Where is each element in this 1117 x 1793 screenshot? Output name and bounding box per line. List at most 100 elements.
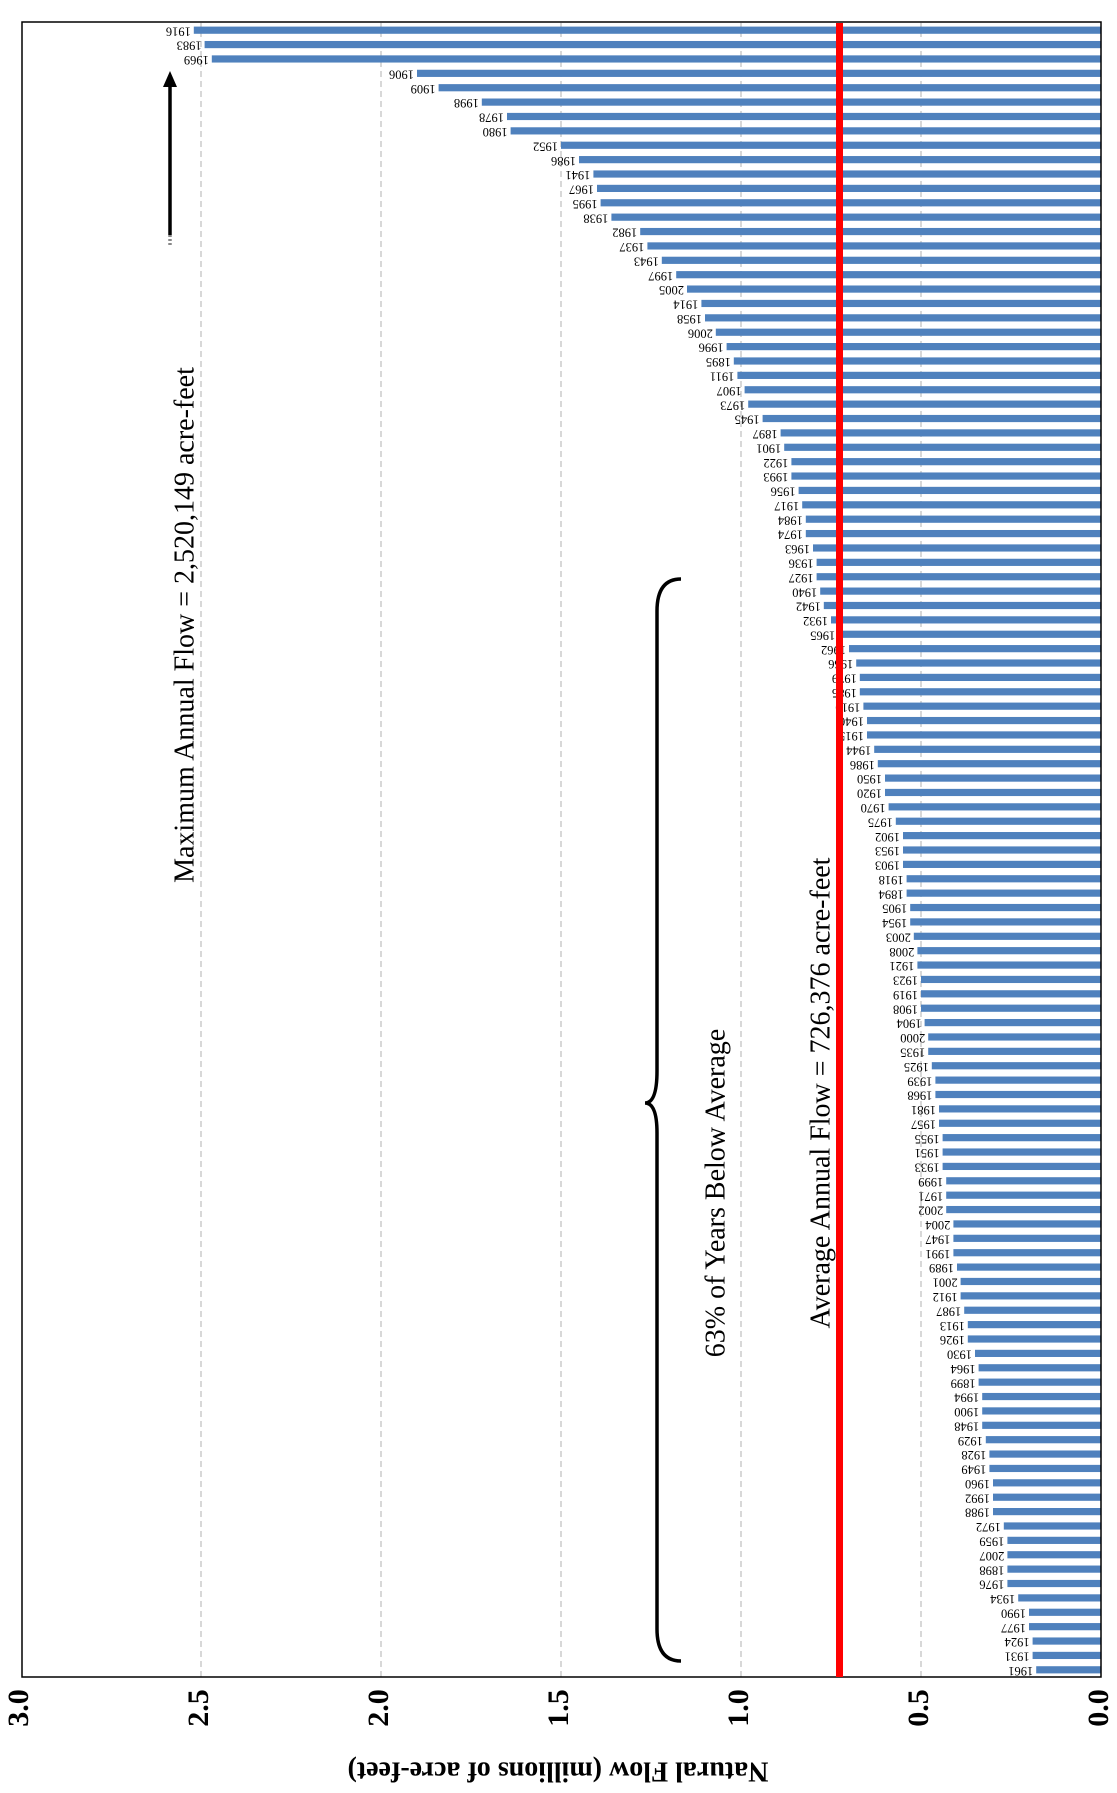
bar — [942, 1134, 1101, 1142]
year-label: 1906 — [389, 67, 414, 81]
bar — [942, 1162, 1101, 1171]
year-label: 1933 — [915, 1161, 940, 1175]
year-label: 1968 — [907, 1089, 932, 1103]
year-label: 1928 — [961, 1448, 986, 1462]
gridlines — [200, 23, 922, 1677]
bar — [849, 645, 1101, 653]
year-label: 1995 — [573, 197, 598, 211]
year-label: 1904 — [896, 1017, 922, 1031]
year-label: 1938 — [583, 211, 608, 225]
year-label: 2001 — [933, 1276, 958, 1290]
bar — [593, 170, 1101, 178]
year-label: 1987 — [936, 1304, 961, 1318]
year-label: 1999 — [918, 1175, 943, 1189]
year-label: 1914 — [673, 298, 699, 312]
bar — [481, 98, 1101, 106]
year-label: 1992 — [965, 1491, 990, 1505]
year-label: 1971 — [918, 1189, 943, 1203]
x-tick-label: 2.5 — [182, 1689, 215, 1727]
year-label: 1951 — [915, 1146, 940, 1160]
year-label: 1958 — [677, 312, 702, 326]
bar — [762, 414, 1101, 423]
bar — [823, 601, 1101, 610]
x-tick-label: 0.0 — [1082, 1689, 1115, 1727]
year-label: 1908 — [893, 1002, 918, 1016]
year-label: 1943 — [634, 254, 659, 268]
year-label: 1983 — [177, 39, 202, 53]
bar — [687, 285, 1101, 293]
bar — [816, 558, 1101, 566]
bar — [964, 1306, 1101, 1314]
bar — [204, 40, 1101, 49]
year-label: 1921 — [889, 959, 914, 973]
year-label: 1920 — [857, 787, 882, 801]
bar — [1029, 1608, 1101, 1616]
year-label: 1936 — [789, 556, 814, 570]
year-label: 1931 — [1005, 1650, 1030, 1664]
bar — [791, 458, 1101, 466]
year-label: 2005 — [659, 283, 684, 297]
year-label: 1980 — [483, 125, 508, 139]
year-label: 1912 — [933, 1290, 958, 1304]
bar — [1032, 1637, 1101, 1645]
bar — [1018, 1594, 1101, 1602]
bar — [715, 328, 1101, 336]
year-label: 1897 — [753, 427, 778, 441]
year-label: 1982 — [612, 226, 637, 240]
bar — [885, 788, 1101, 797]
bar — [1007, 1536, 1101, 1544]
x-axis-title: Natural Flow (millions of acre-feet) — [348, 1756, 769, 1787]
year-label: 1926 — [940, 1333, 965, 1347]
year-label: 1986 — [551, 154, 576, 168]
year-label: 1994 — [953, 1391, 979, 1405]
year-label: 1935 — [900, 1045, 925, 1059]
bar — [946, 1177, 1101, 1185]
bar — [1032, 1651, 1101, 1660]
bar — [507, 112, 1101, 121]
year-label: 1993 — [763, 470, 788, 484]
bar — [640, 227, 1101, 236]
bar — [906, 875, 1101, 883]
year-label: 1949 — [961, 1463, 986, 1477]
year-label: 1988 — [965, 1506, 990, 1520]
bar — [910, 918, 1101, 926]
year-label: 1917 — [774, 499, 799, 513]
year-label: 1973 — [720, 398, 745, 412]
bar — [798, 486, 1101, 495]
year-label: 1984 — [777, 513, 803, 527]
year-label: 1918 — [879, 873, 904, 887]
bar — [917, 961, 1101, 969]
bar — [903, 846, 1101, 854]
year-label: 2006 — [688, 326, 713, 340]
year-label: 1991 — [925, 1247, 950, 1261]
x-tick-labels: 0.0 0.5 1.0 1.5 2.0 2.5 3.0 — [2, 1689, 1115, 1727]
year-label: 1957 — [911, 1117, 936, 1131]
bar — [921, 975, 1101, 984]
bar — [417, 69, 1101, 77]
year-label: 1964 — [950, 1362, 976, 1376]
x-tick-label: 2.0 — [362, 1689, 395, 1727]
year-label: 1915 — [839, 729, 864, 743]
year-label: 1960 — [965, 1477, 990, 1491]
bar — [946, 1191, 1101, 1199]
year-label: 1922 — [763, 456, 788, 470]
year-label: 1903 — [875, 859, 900, 873]
bar — [895, 817, 1101, 825]
bar — [726, 343, 1101, 351]
bar — [928, 1033, 1101, 1041]
bar — [1003, 1522, 1101, 1530]
bar — [942, 1148, 1101, 1156]
year-label: 1970 — [861, 801, 886, 815]
bar — [903, 860, 1101, 868]
bar — [960, 1277, 1101, 1286]
year-label: 1972 — [976, 1520, 1001, 1534]
year-label: 1929 — [958, 1434, 983, 1448]
year-label: 1944 — [845, 743, 871, 757]
bar — [967, 1335, 1101, 1343]
bar — [661, 256, 1101, 264]
year-label: 1977 — [1001, 1621, 1026, 1635]
year-label: 1961 — [1008, 1664, 1033, 1678]
year-label: 1913 — [940, 1319, 965, 1333]
bar — [856, 659, 1101, 667]
